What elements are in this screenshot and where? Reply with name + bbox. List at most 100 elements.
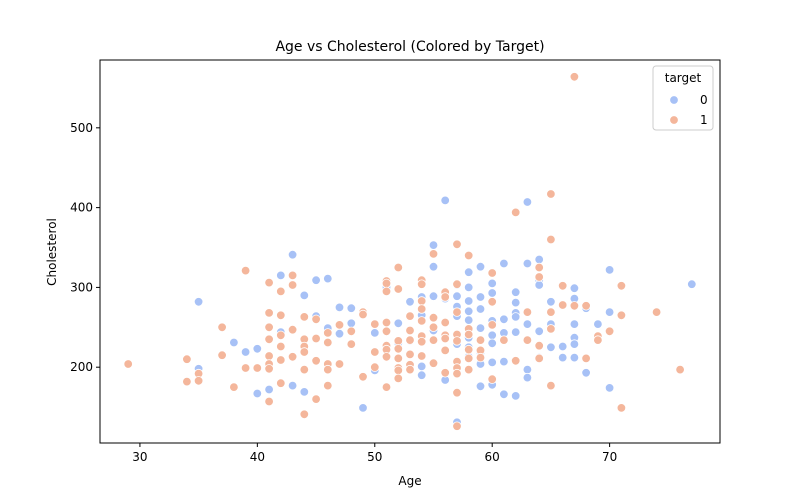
data-point [264,396,274,407]
data-point [393,284,404,294]
data-point [229,382,239,392]
data-point [417,316,427,326]
data-point [299,409,310,420]
data-point [381,382,392,392]
data-point [346,326,357,337]
data-point [381,286,392,297]
x-tick-label: 40 [250,450,265,464]
data-point [428,291,439,301]
data-point [311,394,321,404]
data-point [123,359,133,369]
data-point [358,309,368,320]
data-point [546,189,556,199]
data-point [276,355,286,365]
data-point [287,325,298,335]
data-point [323,380,333,391]
data-point [464,364,474,375]
data-point [534,280,544,290]
data-point [581,353,591,364]
data-point [558,352,568,363]
data-point [558,300,568,310]
data-point [346,339,357,349]
data-point [217,322,227,333]
data-point [405,311,415,321]
data-point [217,350,227,360]
data-point [475,352,486,363]
data-point [534,353,544,364]
data-point [276,378,286,388]
data-point [534,272,544,282]
plot-frame [99,59,721,444]
data-point [334,359,345,369]
data-point [534,262,544,273]
chart-title: Age vs Cholesterol (Colored by Target) [275,39,544,55]
data-point [511,356,521,366]
data-point [287,249,298,260]
data-point [475,304,486,314]
data-point [616,310,627,321]
points-layer [123,72,697,431]
data-point [370,347,380,357]
legend-items: 01 [669,93,708,127]
data-point [546,297,556,307]
y-tick-label: 500 [70,121,93,135]
data-point [522,258,533,269]
data-point [604,265,615,275]
legend-label: 1 [700,113,708,127]
y-tick-label: 300 [70,280,93,294]
data-point [581,301,591,311]
data-point [452,336,462,346]
data-point [534,326,544,337]
data-point [546,307,556,317]
data-point [311,314,321,325]
data-point [452,307,462,317]
data-point [252,344,262,354]
data-point [405,335,415,345]
data-point [440,345,450,356]
data-point [252,388,262,399]
x-axis: 30 40 50 60 70 [132,443,617,464]
data-point [546,380,556,391]
data-point [405,297,415,307]
data-point [252,363,262,373]
data-point [417,361,427,372]
data-point [393,353,404,364]
data-point [558,341,568,352]
data-point [299,347,310,357]
data-point [346,303,357,313]
data-point [464,315,474,325]
data-point [522,335,533,345]
data-point [287,270,298,281]
data-point [464,353,474,364]
data-point [393,336,404,346]
data-point [393,262,404,273]
data-point [464,329,474,340]
data-point [393,365,404,376]
data-point [651,307,662,317]
data-point [581,368,591,378]
data-point [276,286,286,297]
data-point [311,333,321,344]
data-point [569,72,580,82]
data-point [311,356,321,366]
data-point [499,314,509,325]
legend-box [652,65,714,131]
data-point [370,328,380,338]
data-point [440,195,450,206]
data-point [487,278,497,289]
data-point [464,344,474,355]
data-point [334,329,345,339]
data-point [452,291,462,301]
data-point [464,306,474,317]
data-point [569,339,580,349]
data-point [346,318,357,329]
data-point [522,319,533,329]
data-point [323,328,333,338]
data-point [440,292,450,302]
data-point [604,326,615,337]
data-point [522,307,533,317]
data-point [323,337,333,348]
data-point [687,279,697,289]
data-point [393,318,404,329]
